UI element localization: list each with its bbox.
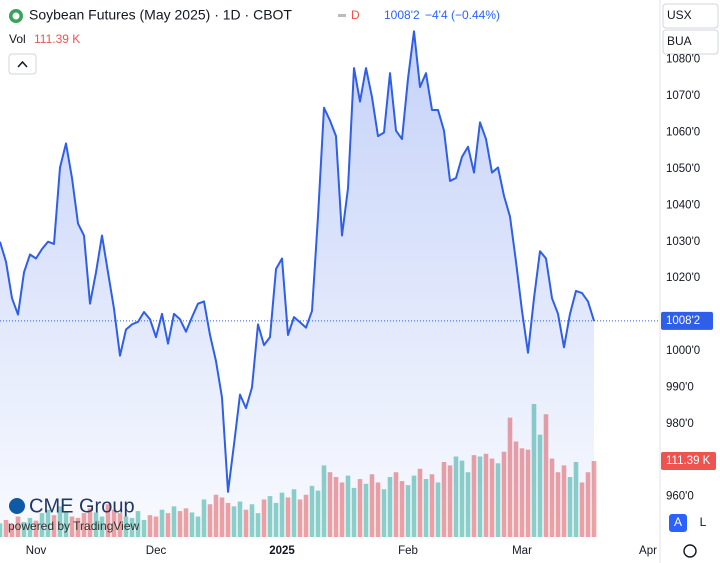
last-price-label: 1008'2	[666, 315, 700, 327]
collapse-button[interactable]	[8, 53, 37, 75]
volume-label: Vol	[9, 32, 26, 46]
y-tick-label: 1040'0	[666, 199, 700, 211]
branding-powered: powered by TradingView	[8, 519, 140, 533]
dash	[338, 14, 346, 17]
price-area	[0, 31, 594, 538]
price-line	[0, 30, 595, 493]
y-tick-label: 1050'0	[666, 163, 700, 175]
currency-button[interactable]	[662, 3, 719, 29]
cme-logo	[9, 498, 25, 514]
y-tick-label: 1020'0	[666, 272, 700, 284]
y-tick-label: 1060'0	[666, 127, 700, 139]
x-tick-label: Mar	[512, 545, 532, 557]
y-tick-label: 1000'0	[666, 345, 700, 357]
y-tick-label: 1030'0	[666, 236, 700, 248]
last-price-tag	[661, 311, 713, 330]
last-price: 1008'2	[384, 8, 420, 22]
volume-value: 111.39 K	[34, 32, 80, 46]
settings-button[interactable]	[683, 544, 697, 558]
volume-tag	[661, 452, 716, 471]
y-tick-label: 1070'0	[666, 90, 700, 102]
log-scale[interactable]: L	[700, 515, 707, 529]
x-tick-label: Nov	[26, 545, 47, 557]
interval-flag: D	[351, 8, 360, 22]
auto-scale: A	[674, 515, 682, 529]
x-tick-label: Dec	[146, 545, 167, 557]
price-change: −4'4 (−0.44%)	[425, 8, 500, 22]
y-tick-label: 990'0	[666, 381, 694, 393]
auto-scale-button[interactable]	[669, 514, 687, 532]
x-tick-label: Apr	[639, 545, 657, 557]
x-tick-label: 2025	[269, 545, 295, 557]
y-tick-label: 1080'0	[666, 54, 700, 66]
volume-tag-label: 111.39 K	[666, 455, 711, 467]
unit: BUA	[667, 34, 692, 48]
y-tick-label: 960'0	[666, 491, 694, 503]
x-tick-label: Feb	[398, 545, 418, 557]
unit-button[interactable]	[662, 29, 719, 55]
branding-logo: CME Group	[29, 495, 135, 517]
currency: USX	[667, 8, 692, 22]
chart-title: Soybean Futures (May 2025) · 1D · CBOT	[29, 7, 292, 23]
y-tick-label: 980'0	[666, 418, 694, 430]
